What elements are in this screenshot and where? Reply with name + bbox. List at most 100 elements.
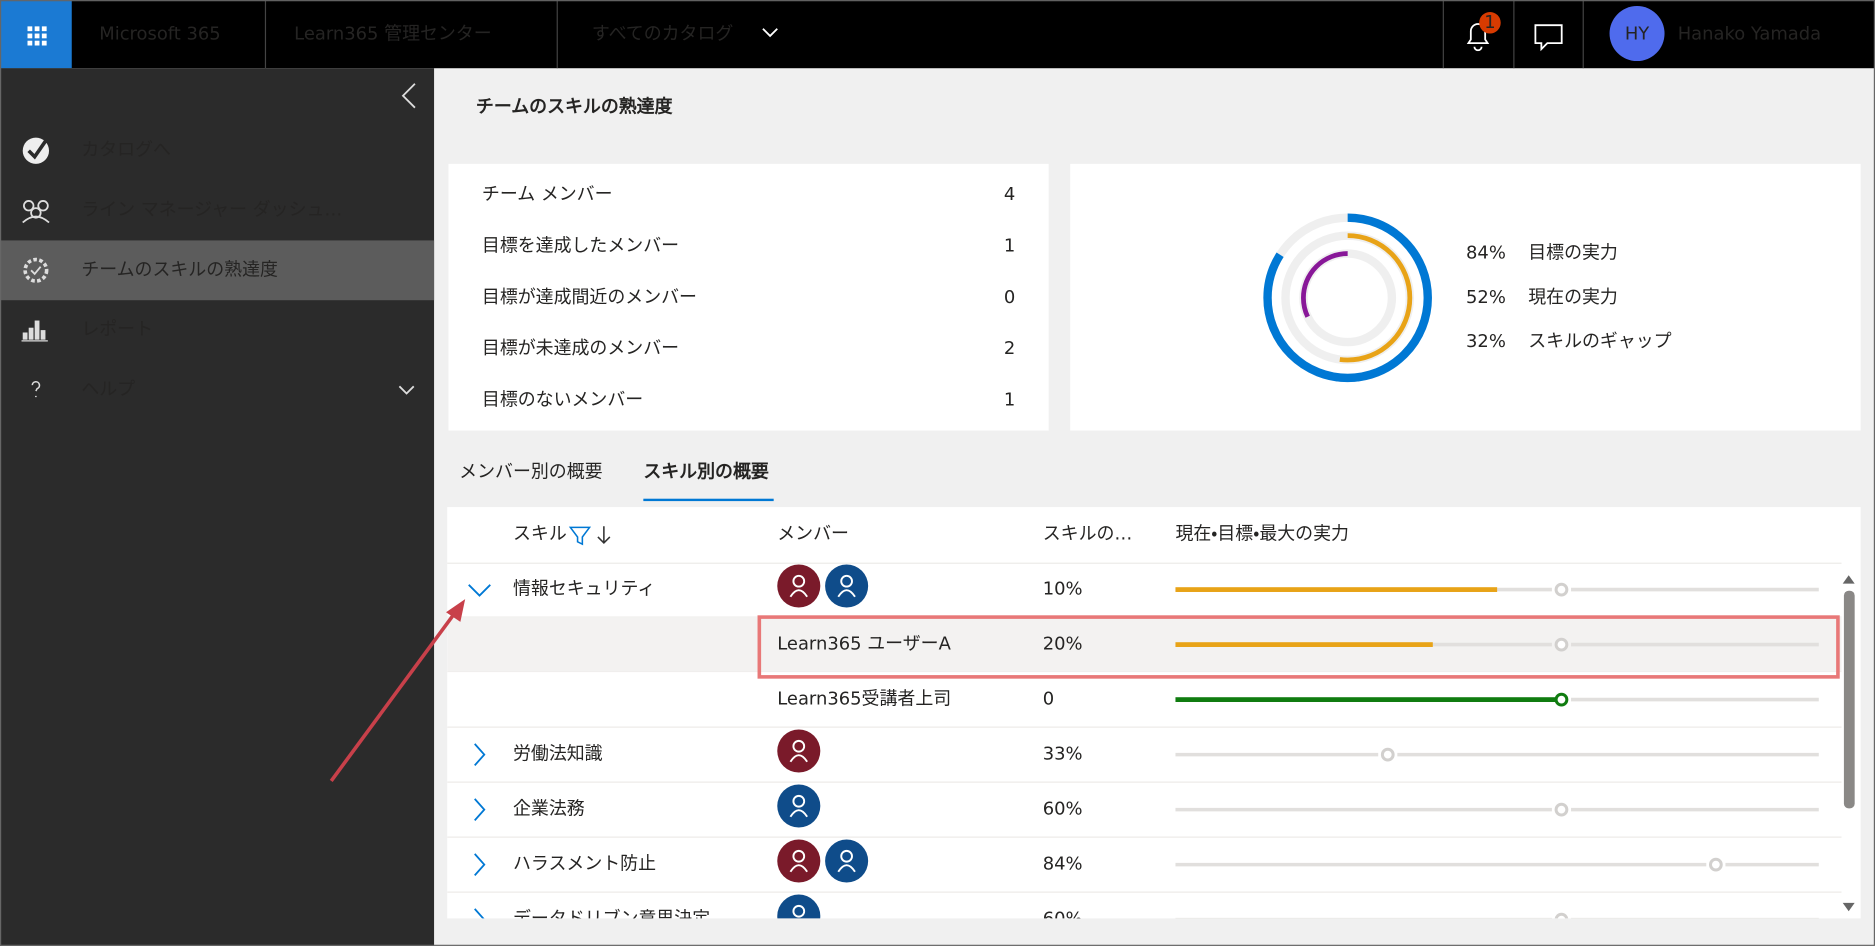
waffle-dot	[41, 33, 47, 39]
icon	[34, 320, 40, 340]
skill-gap: 33%	[1043, 744, 1083, 765]
waffle-dot	[27, 40, 33, 46]
sort-icon[interactable]	[597, 526, 611, 545]
expand-chevron[interactable]	[474, 743, 486, 766]
catalog-menu[interactable]: すべてのカタログ	[592, 24, 778, 45]
skill-gap: 10%	[1043, 579, 1083, 600]
annotation-arrowhead	[446, 599, 466, 622]
ring-arc	[1301, 251, 1395, 345]
avatar-body	[789, 589, 808, 598]
tab-label: スキル別の概要	[643, 460, 769, 482]
notification-count: 1	[1484, 12, 1495, 33]
tab[interactable]: メンバー別の概要	[459, 461, 602, 482]
avatar-head	[792, 794, 806, 808]
skill-gap: 0	[1043, 689, 1054, 710]
avatar-body	[789, 809, 808, 818]
summary-value: 0	[1004, 287, 1015, 308]
summary-value: 4	[1004, 184, 1015, 205]
filter-icon[interactable]	[568, 526, 592, 546]
skill-name: ハラスメント防止	[513, 854, 656, 875]
collapse-button[interactable]	[401, 83, 416, 109]
table-row: Learn365受講者上司 0	[447, 672, 1842, 728]
nav-item[interactable]: ライン マネージャー ダッシュ…	[22, 200, 343, 224]
feedback-icon	[1534, 24, 1563, 52]
scroll-up[interactable]	[1842, 575, 1855, 584]
notifications-button[interactable]: 1	[1466, 12, 1501, 52]
expand-chevron[interactable]	[474, 798, 486, 821]
nav-item[interactable]: ヘルプ	[31, 379, 415, 400]
skill-gap: 60%	[1043, 799, 1083, 820]
summary-card: チーム メンバー 4 目標を達成したメンバー 1 目標が達成間近のメンバー 0 目標が未達成…	[448, 163, 1049, 431]
avatar-head	[792, 849, 806, 863]
icon	[22, 215, 50, 224]
skill-gap: 20%	[1043, 634, 1083, 655]
sidebar-bg	[0, 68, 435, 946]
avatar-body	[789, 754, 808, 763]
member-name: Learn365 ユーザーA	[777, 634, 951, 655]
app-launcher[interactable]	[0, 0, 72, 69]
user-initials: HY	[1625, 24, 1649, 45]
skill-gap: 60%	[1043, 909, 1083, 930]
icon	[30, 207, 42, 219]
expand-chevron[interactable]	[474, 853, 486, 876]
nav-item-label: ヘルプ	[81, 379, 135, 400]
current-bar	[1175, 697, 1562, 702]
avatar-body	[837, 589, 856, 598]
summary-value: 2	[1004, 338, 1015, 359]
summary-label: 目標が未達成のメンバー	[482, 338, 679, 359]
icon	[37, 200, 49, 212]
waffle-dot	[34, 26, 40, 32]
icon	[30, 266, 42, 276]
notification-badge	[1479, 12, 1501, 34]
icon	[23, 257, 49, 283]
target-marker	[1554, 692, 1569, 707]
highlight-box	[757, 615, 1840, 679]
table-row[interactable]: ハラスメント防止 84%	[447, 839, 1842, 893]
table-row[interactable]: 企業法務 60%	[447, 784, 1842, 838]
scroll-down[interactable]	[1842, 902, 1855, 912]
avatar	[1609, 6, 1665, 62]
summary-label: 目標のないメンバー	[482, 390, 643, 411]
nav-item[interactable]: レポート	[21, 319, 153, 342]
nav-item-label: カタログへ	[81, 140, 171, 161]
tab[interactable]: スキル別の概要	[643, 460, 774, 502]
current-bar	[1175, 587, 1498, 592]
nav-item-label: ライン マネージャー ダッシュ…	[81, 200, 342, 221]
skill-gap: 84%	[1043, 854, 1083, 875]
skill-name: 労働法知識	[513, 744, 603, 765]
summary-label: 目標が達成間近のメンバー	[482, 287, 697, 308]
user-menu[interactable]: HY Hanako Yamada	[1609, 6, 1822, 62]
avatar-head	[792, 739, 806, 753]
avatar-body	[837, 864, 856, 873]
top-bar-bg	[0, 0, 1875, 69]
table-row: Learn365 ユーザーA 20%	[447, 617, 1842, 673]
card-bg	[1070, 163, 1861, 431]
expand-chevron[interactable]	[468, 584, 491, 597]
waffle-dot	[34, 33, 40, 39]
legend-label: 目標の実力	[1528, 243, 1618, 264]
annotation-arrow	[329, 612, 456, 782]
waffle-dot	[27, 26, 33, 32]
nav-item-active-bg	[0, 240, 435, 301]
table-row[interactable]: 労働法知識 33%	[447, 729, 1842, 783]
table-row[interactable]: データドリブン意思決定 60%	[447, 894, 1841, 946]
expand-chevron[interactable]	[474, 908, 485, 931]
tab-underline	[643, 498, 774, 502]
nav-item[interactable]: カタログへ	[22, 137, 171, 164]
target-marker	[1554, 582, 1569, 597]
icon	[31, 381, 41, 398]
legend-value: 52%	[1466, 287, 1506, 308]
summary-value: 1	[1004, 235, 1015, 256]
catalog-label: すべてのカタログ	[592, 24, 733, 45]
column-header: メンバー	[777, 524, 849, 545]
proficiency-card: 84% 目標の実力 52% 現在の実力 32% スキルのギャップ	[1070, 163, 1861, 431]
target-marker	[1554, 802, 1569, 817]
ring-arc	[1283, 233, 1413, 363]
scroll-thumb[interactable]	[1843, 590, 1855, 809]
feedback-button[interactable]	[1534, 24, 1563, 52]
nav-item[interactable]: チームのスキルの熟達度	[0, 240, 435, 301]
